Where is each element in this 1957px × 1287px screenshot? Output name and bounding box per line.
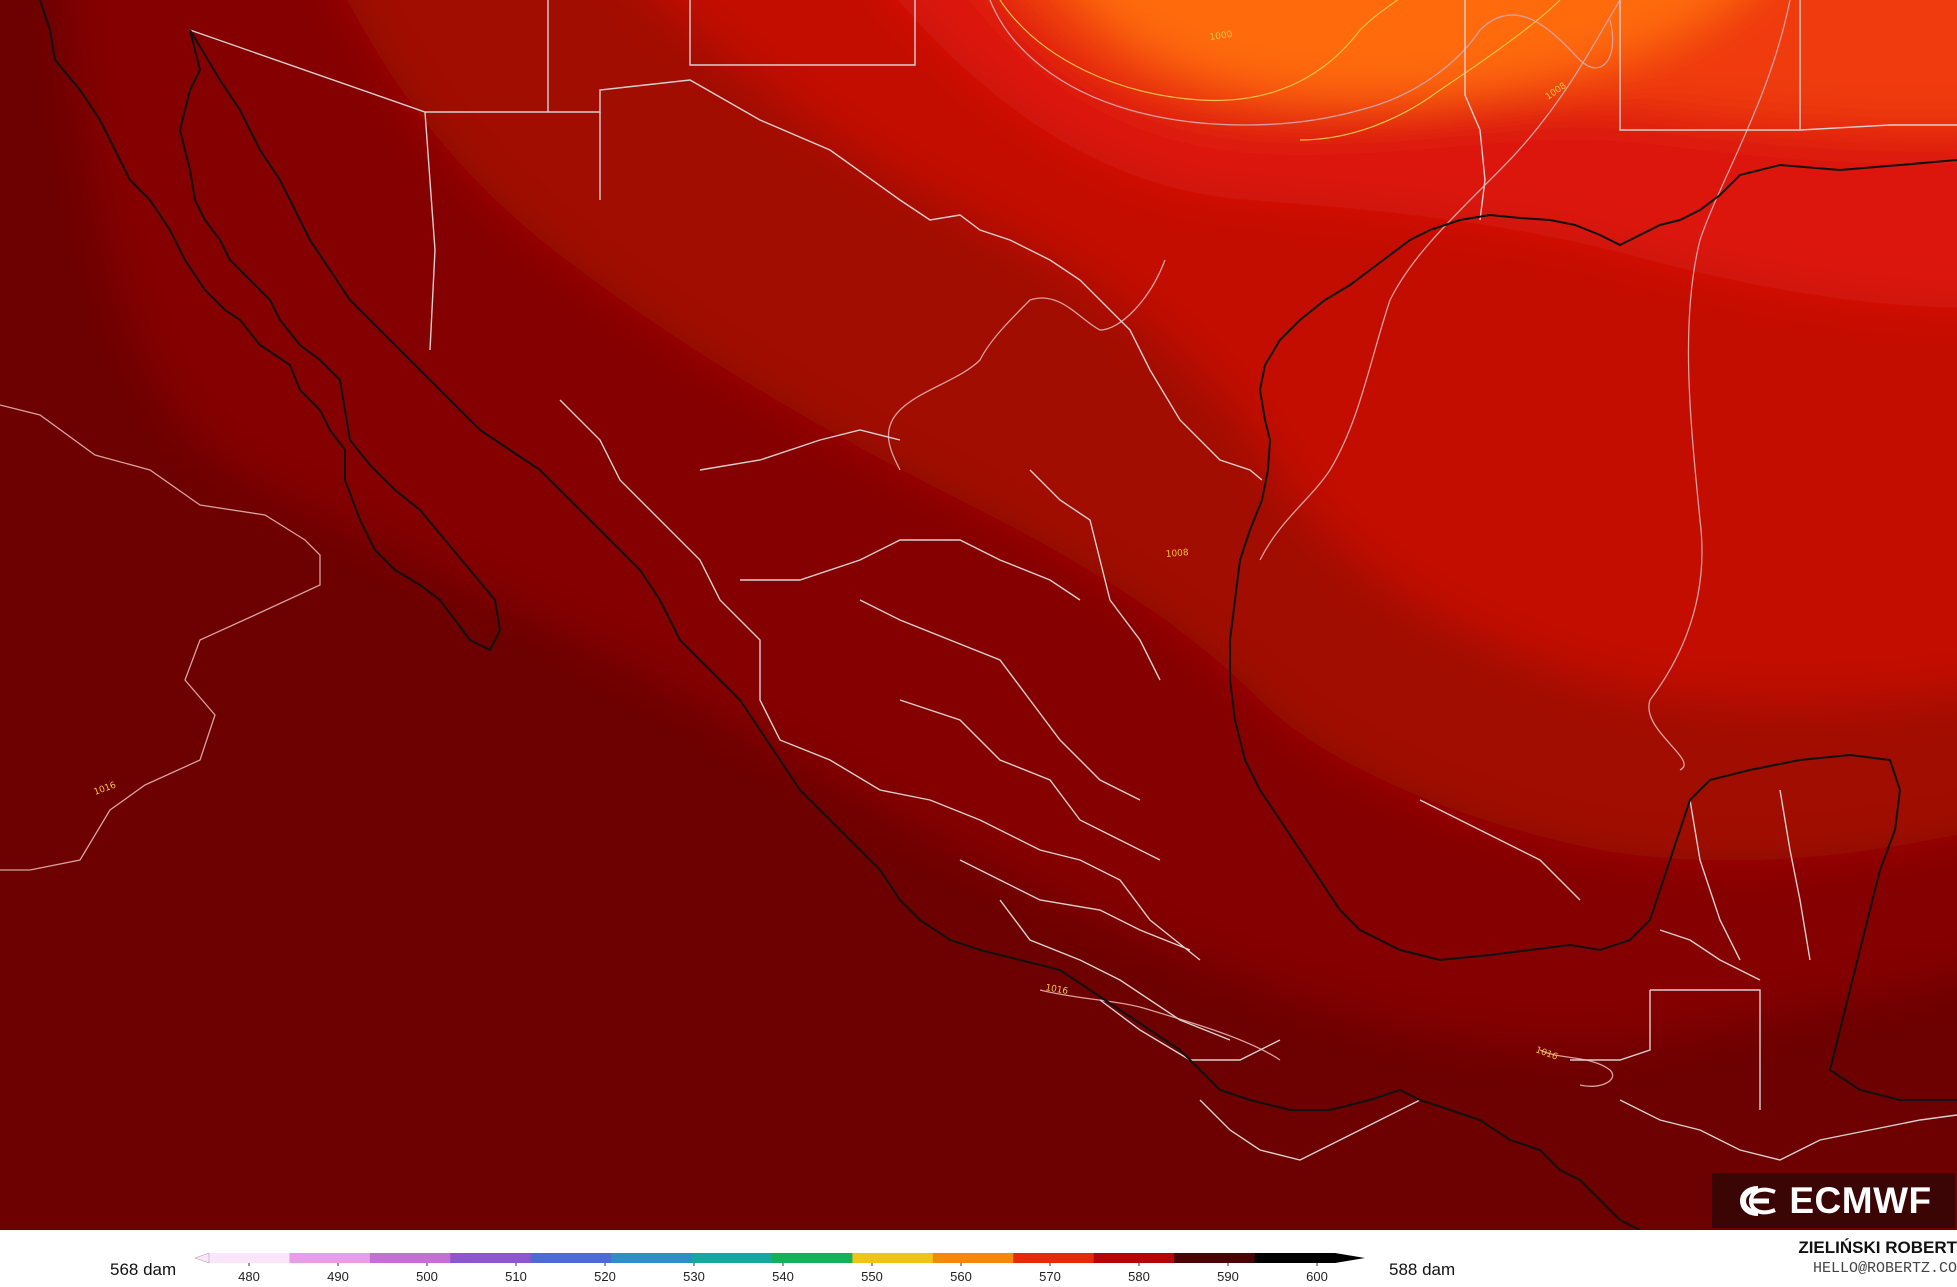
- coastline: [39, 0, 1957, 1230]
- colorbar-tick-label: 560: [950, 1269, 972, 1284]
- ecmwf-logo-text: ECMWF: [1789, 1180, 1932, 1221]
- height-contours: [999, 0, 1561, 141]
- colorbar-tick-label: 540: [772, 1269, 794, 1284]
- colorbar-segment: [1174, 1253, 1256, 1263]
- isobar-1016-west: [0, 404, 321, 871]
- map-canvas: 1000 1008 1008 1016 1016 1016: [0, 0, 1957, 1230]
- colorbar-tick-label: 480: [238, 1269, 260, 1284]
- colorbar-segment: [450, 1253, 532, 1263]
- colorbar-tick-label: 520: [594, 1269, 616, 1284]
- colorbar-tick-label: 590: [1217, 1269, 1239, 1284]
- isobar-1016-south: [1039, 989, 1281, 1061]
- ecmwf-logo-icon: [1740, 1185, 1777, 1216]
- colorbar-segment: [530, 1253, 612, 1263]
- isobar-1008-north: [989, 0, 1614, 126]
- colorbar-tick-label: 510: [505, 1269, 527, 1284]
- contour-label: 1016: [1044, 983, 1069, 997]
- height-contour: [999, 0, 1399, 102]
- colorbar-segment: [772, 1253, 854, 1263]
- author-email: HELLO@ROBERTZ.CO: [1812, 1260, 1957, 1277]
- colorbar-ticks: 480 490 500 510 520 530 540 550 560 570 580 590 600: [238, 1263, 1328, 1284]
- legend-max-label: 588 dam: [1389, 1260, 1456, 1279]
- colorbar: 480 490 500 510 520 530 540 550 560 570 580 590 600: [195, 1252, 1365, 1284]
- pacific-baja-coast: [39, 0, 502, 652]
- isobar-1008-far-east: [1648, 0, 1791, 771]
- height-field: [0, 0, 1957, 1230]
- colorbar-tick-label: 570: [1039, 1269, 1061, 1284]
- colorbar-tick-label: 580: [1128, 1269, 1150, 1284]
- sea-of-cortez-mainland-coast: [189, 29, 1641, 1230]
- colorbar-min-arrow: [195, 1252, 210, 1264]
- colorbar-segment: [209, 1253, 291, 1263]
- colorbar-max-arrow: [1335, 1253, 1365, 1263]
- colorbar-segment: [1013, 1253, 1095, 1263]
- isobar-inner: [887, 259, 1166, 471]
- contour-label: 1000: [1209, 30, 1233, 43]
- colorbar-segment: [691, 1253, 773, 1263]
- yucatan-borders: [1659, 789, 1811, 981]
- us-state-border: [424, 0, 1957, 351]
- colorbar-segment: [611, 1253, 693, 1263]
- colorbar-tick-label: 600: [1306, 1269, 1328, 1284]
- legend-min-label: 568 dam: [110, 1260, 177, 1279]
- contour-label: 1008: [1165, 548, 1189, 560]
- colorbar-segment: [369, 1253, 451, 1263]
- gulf-coast: [1229, 159, 1957, 1101]
- colorbar-tick-label: 490: [327, 1269, 349, 1284]
- weather-map: 1000 1008 1008 1016 1016 1016 ECMWF: [0, 0, 1957, 1230]
- isobar-1008-east: [1259, 0, 1621, 561]
- isobar-lines: [0, 0, 1791, 1087]
- isobar-1016-southeast: [1539, 1049, 1614, 1087]
- legend-bar: 568 dam 480 490 500 510 520 530 540 550 560 570 58…: [0, 1230, 1957, 1287]
- colorbar-segments: [195, 1252, 1365, 1264]
- usa-mexico-border: [189, 29, 1263, 481]
- central-america-borders: [1570, 989, 1957, 1161]
- height-band: [1083, 0, 1733, 99]
- author-name: ZIELIŃSKI ROBERT: [1798, 1238, 1957, 1257]
- colorbar-segment: [852, 1253, 934, 1263]
- colorbar-segment: [1254, 1253, 1336, 1263]
- colorbar-tick-label: 500: [416, 1269, 438, 1284]
- colorbar-segment: [932, 1253, 1014, 1263]
- colorbar-segment: [289, 1253, 371, 1263]
- colorbar-tick-label: 530: [683, 1269, 705, 1284]
- ecmwf-logo: ECMWF: [1712, 1173, 1955, 1228]
- colorbar-tick-label: 550: [861, 1269, 883, 1284]
- height-contour: [1299, 0, 1561, 141]
- colorbar-segment: [1093, 1253, 1175, 1263]
